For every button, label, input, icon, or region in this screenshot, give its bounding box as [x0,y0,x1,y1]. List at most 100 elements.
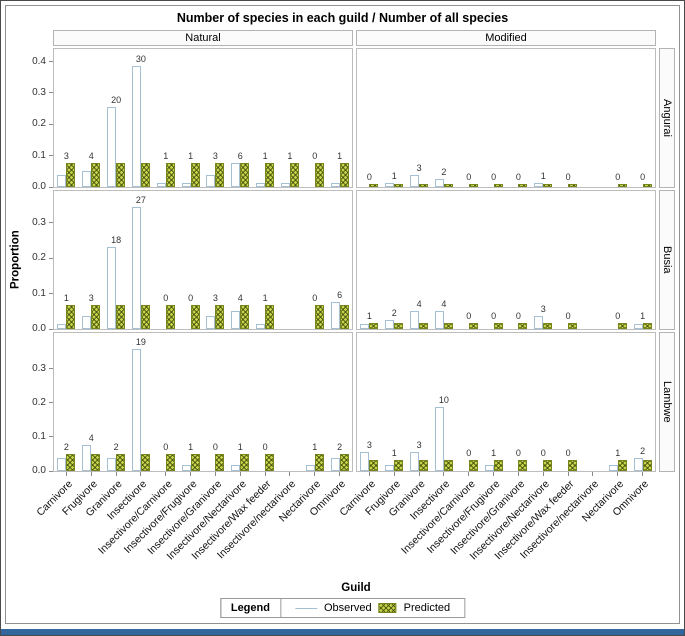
row-header-angurai: Angurai [659,48,675,188]
legend-predicted-label: Predicted [403,602,451,614]
column-header-modified: Modified [356,30,656,46]
observed-bar [633,324,643,329]
predicted-bar [215,163,225,187]
bar-count-label: 0 [491,171,497,182]
predicted-bar [165,163,175,187]
x-tick-mark [517,472,519,476]
bar-count-label: 30 [135,54,146,65]
predicted-bar [314,454,324,471]
observed-bar [131,349,141,471]
predicted-bar [240,305,250,329]
bar-count-label: 1 [540,170,546,181]
panel-angurai-natural: 3 4 20 30 1 1 3 6 1 1 0 1 [53,48,353,188]
predicted-bar [543,460,553,471]
y-tick-label: 0.1 [32,287,46,299]
observed-bar [385,465,395,471]
bar-count-label: 4 [441,298,447,309]
x-tick-mark [239,472,241,476]
y-tick-mark [49,222,53,224]
predicted-bar [314,305,324,329]
predicted-bar [116,305,126,329]
bar-count-label: 0 [565,447,571,458]
predicted-bar [369,460,379,471]
predicted-bar [165,454,175,471]
x-tick-mark [642,472,644,476]
observed-bar [131,66,141,187]
bar-count-label: 0 [366,171,372,182]
observed-bar [256,183,266,187]
predicted-bar [468,323,478,329]
y-tick-mark [49,257,53,259]
observed-bar [231,311,241,329]
predicted-bar [642,323,652,329]
bar-count-label: 1 [337,151,343,162]
bar-count-label: 1 [640,311,646,322]
x-tick-mark [115,472,117,476]
panel-grid: Natural Modified Angurai Busia Lambwe Proport… [9,30,677,582]
observed-bar [360,324,370,329]
bar-count-label: 1 [188,151,194,162]
predicted-bar [140,163,150,187]
bar-count-label: 0 [640,171,646,182]
predicted-bar [66,305,76,329]
observed-bar [330,183,340,187]
observed-bar [57,324,67,329]
bar-count-label: 1 [366,311,372,322]
predicted-bar [468,184,478,187]
observed-bar [534,316,544,329]
bar-count-label: 1 [312,441,318,452]
bar-count-label: 1 [491,447,497,458]
x-tick-mark [65,472,67,476]
x-tick-mark [214,472,216,476]
predicted-bar [617,460,627,471]
predicted-bar [190,163,200,187]
x-tick-mark [567,472,569,476]
predicted-bar [240,454,250,471]
bar-count-label: 3 [366,439,372,450]
bar-count-label: 1 [287,151,293,162]
predicted-bar [642,184,652,187]
predicted-hatch-swatch [378,603,397,613]
predicted-bar [443,460,453,471]
x-tick-mark [493,472,495,476]
observed-bar [385,183,395,187]
x-tick-mark [368,472,370,476]
legend-observed-label: Observed [323,602,372,614]
predicted-bar [339,454,349,471]
x-tick-mark [542,472,544,476]
bar-count-label: 1 [237,441,243,452]
panel-lambwe-modified: 3 1 3 10 0 1 0 0 0 1 2 [356,332,656,472]
observed-bar [107,107,117,187]
observed-bar [82,445,92,471]
predicted-bar [265,305,275,329]
x-axis-title: Guild [341,582,371,594]
predicted-bar [66,454,76,471]
y-tick-mark [49,155,53,157]
observed-bar [360,452,370,471]
predicted-bar [91,454,101,471]
y-tick-label: 0.4 [32,55,46,67]
observed-bar [181,183,191,187]
predicted-bar [369,184,379,187]
predicted-bar [116,454,126,471]
predicted-bar [443,184,453,187]
y-tick-label: 0.0 [32,181,46,192]
bar-count-label: 3 [212,151,218,162]
predicted-bar [265,454,275,471]
predicted-bar [91,163,101,187]
observed-bar [206,175,216,187]
x-tick-mark [264,472,266,476]
y-tick-label: 0.2 [32,252,46,264]
observed-bar [330,458,340,471]
predicted-bar [314,163,324,187]
y-tick-mark [49,293,53,295]
bar-count-label: 2 [441,166,447,177]
y-tick-mark [49,328,53,330]
bar-count-label: 1 [188,441,194,452]
x-tick-mark [443,472,445,476]
bar-count-label: 0 [188,293,194,304]
predicted-bar [190,454,200,471]
bar-count-label: 1 [163,151,169,162]
predicted-bar [493,184,503,187]
predicted-bar [419,460,429,471]
